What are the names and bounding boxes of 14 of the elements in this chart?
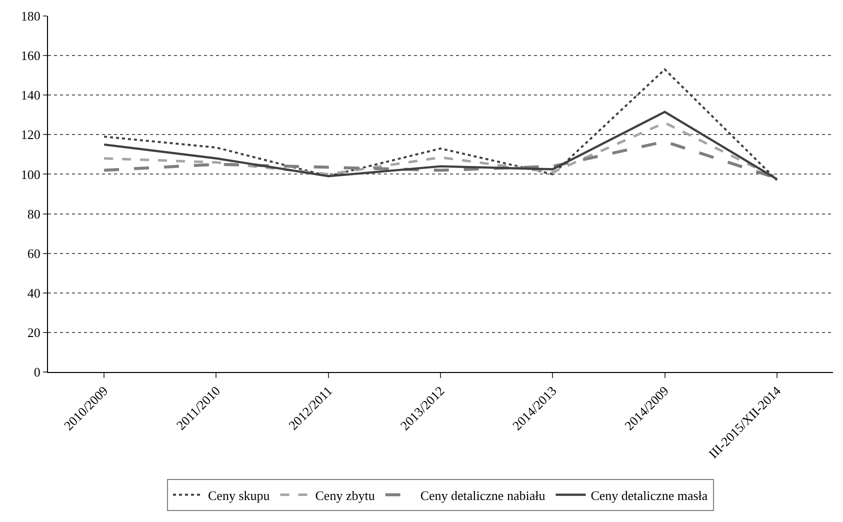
y-tick-label: 180 xyxy=(20,8,40,24)
y-tick-label: 160 xyxy=(20,48,40,64)
y-tick-label: 120 xyxy=(20,127,40,142)
legend-label: Ceny detaliczne nabiału xyxy=(420,488,546,503)
legend-label: Ceny zbytu xyxy=(315,488,376,503)
y-tick-label: 0 xyxy=(34,364,40,380)
y-tick-label: 80 xyxy=(27,206,40,222)
y-tick-label: 20 xyxy=(27,324,40,340)
y-tick-label: 140 xyxy=(20,88,40,103)
y-tick-label: 40 xyxy=(27,285,40,300)
y-tick-label: 60 xyxy=(27,246,40,261)
legend-label: Ceny detaliczne masła xyxy=(590,488,708,503)
legend-label: Ceny skupu xyxy=(208,488,270,503)
y-tick-label: 100 xyxy=(20,166,40,182)
